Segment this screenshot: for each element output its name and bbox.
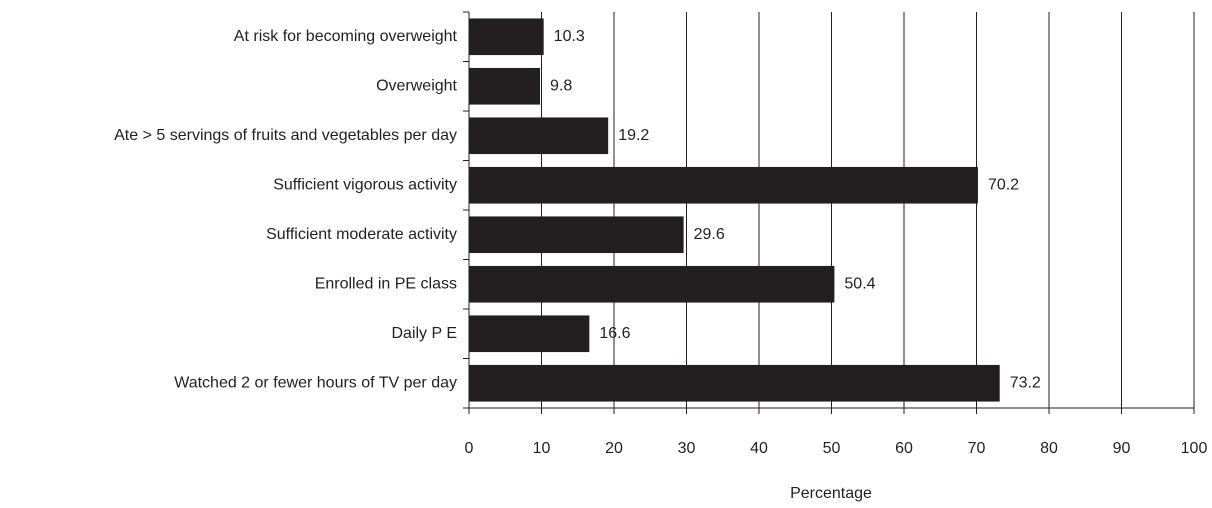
y-tick-label: Ate > 5 servings of fruits and vegetable… [114, 127, 457, 144]
bar [469, 67, 541, 105]
y-tick-label: Overweight [376, 77, 457, 94]
x-tick-label: 60 [895, 440, 913, 457]
y-tick-label: Daily P E [391, 325, 457, 342]
data-label: 73.2 [1010, 374, 1041, 391]
x-tick-label: 70 [968, 440, 986, 457]
data-label: 16.6 [599, 325, 630, 342]
x-tick-label: 10 [533, 440, 551, 457]
y-tick-label: Enrolled in PE class [315, 275, 457, 292]
y-tick-label: At risk for becoming overweight [234, 28, 458, 45]
x-tick-label: 50 [823, 440, 841, 457]
data-label: 19.2 [618, 127, 649, 144]
bar [469, 265, 835, 303]
x-tick-label: 80 [1040, 440, 1058, 457]
data-label: 50.4 [844, 275, 875, 292]
data-label: 9.8 [550, 77, 572, 94]
x-tick-label: 20 [605, 440, 623, 457]
data-label: 70.2 [988, 176, 1019, 193]
bar [469, 117, 609, 155]
bar [469, 18, 544, 56]
bar [469, 166, 978, 204]
x-tick-label: 30 [678, 440, 696, 457]
data-label: 29.6 [694, 226, 725, 243]
data-label: 10.3 [554, 28, 585, 45]
bar [469, 216, 684, 254]
bar [469, 315, 590, 353]
x-tick-label: 90 [1113, 440, 1131, 457]
y-tick-label: Sufficient moderate activity [266, 226, 457, 243]
bar [469, 364, 1000, 402]
x-tick-label: 0 [465, 440, 474, 457]
y-tick-label: Watched 2 or fewer hours of TV per day [174, 374, 457, 391]
x-tick-label: 40 [750, 440, 768, 457]
x-tick-label: 100 [1181, 440, 1208, 457]
x-axis-label: Percentage [790, 485, 872, 502]
y-tick-label: Sufficient vigorous activity [273, 176, 457, 193]
